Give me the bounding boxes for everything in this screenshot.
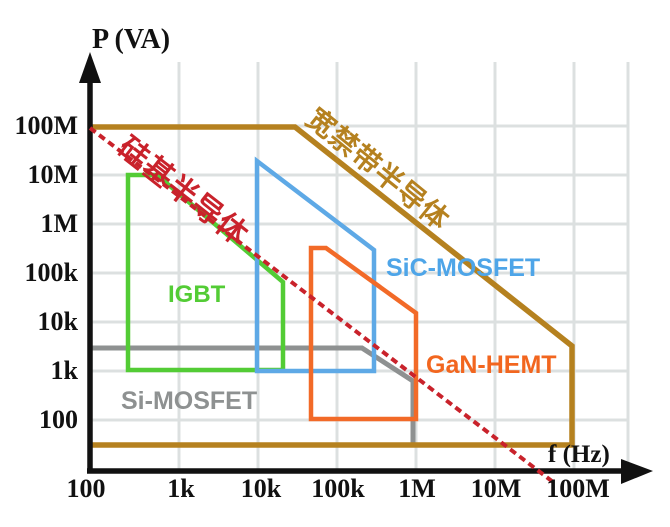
wide-bandgap-boundary-line bbox=[90, 124, 575, 448]
y-tick: 1M bbox=[40, 209, 78, 238]
y-tick: 100 bbox=[39, 405, 78, 434]
igbt-region-outline bbox=[125, 172, 286, 373]
gan-hemt-region-label: GaN-HEMT bbox=[426, 351, 557, 379]
si-mosfet-region-outline bbox=[90, 345, 416, 445]
igbt-region-label: IGBT bbox=[168, 281, 226, 308]
y-tick: 100k bbox=[24, 258, 78, 287]
sic-mosfet-region-outline bbox=[254, 156, 377, 374]
x-axis-arrowhead bbox=[621, 459, 653, 484]
silicon-limit-line bbox=[88, 126, 555, 484]
x-tick: 1k bbox=[167, 474, 195, 503]
axes bbox=[79, 52, 653, 484]
x-tick: 1M bbox=[398, 474, 436, 503]
y-axis-title: P (VA) bbox=[92, 24, 171, 55]
x-tick: 10k bbox=[240, 474, 282, 503]
y-tick: 10M bbox=[27, 160, 78, 189]
x-tick: 10M bbox=[470, 474, 522, 503]
y-axis-arrowhead bbox=[79, 52, 101, 83]
sic-mosfet-region-label: SiC-MOSFET bbox=[386, 254, 541, 282]
gan-hemt-region-outline bbox=[308, 245, 419, 422]
x-tick: 100k bbox=[311, 474, 365, 503]
si-mosfet-region-label: Si-MOSFET bbox=[121, 387, 258, 415]
y-tick: 100M bbox=[14, 111, 78, 140]
y-tick: 1k bbox=[50, 356, 78, 385]
x-axis-title: f (Hz) bbox=[548, 441, 610, 468]
x-tick: 100 bbox=[66, 474, 106, 503]
x-tick: 100M bbox=[546, 474, 610, 503]
y-tick: 10k bbox=[37, 307, 78, 336]
